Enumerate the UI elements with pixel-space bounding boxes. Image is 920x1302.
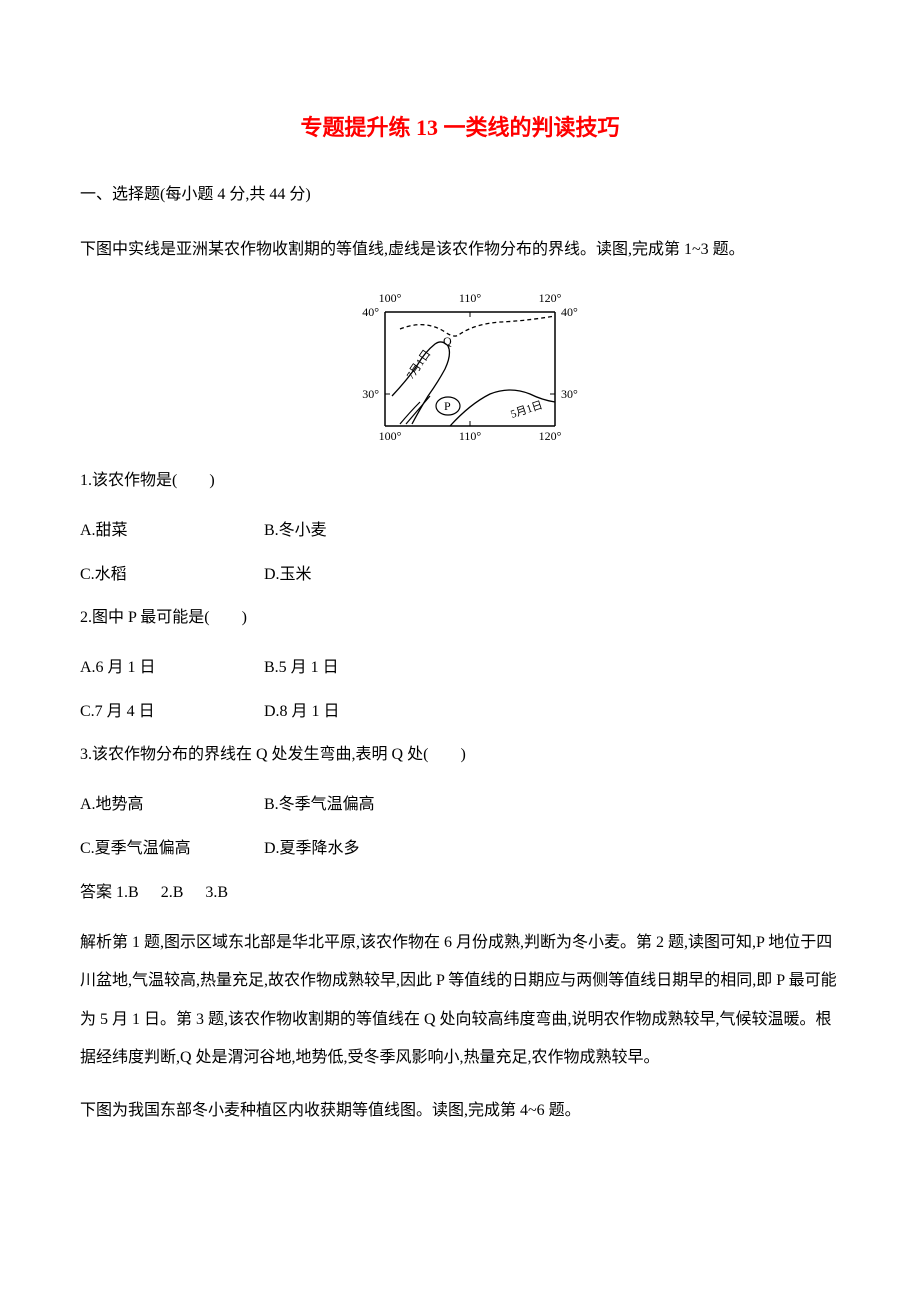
q3-opt-b: B.冬季气温偏高	[264, 790, 375, 814]
intro-paragraph-1: 下图中实线是亚洲某农作物收割期的等值线,虚线是该农作物分布的界线。读图,完成第 …	[80, 236, 840, 265]
svg-text:5月1日: 5月1日	[509, 400, 544, 422]
q3-opt-a: A.地势高	[80, 790, 260, 814]
explanation-1: 解析第 1 题,图示区域东北部是华北平原,该农作物在 6 月份成熟,判断为冬小麦…	[80, 924, 840, 1078]
svg-text:120°: 120°	[539, 429, 562, 443]
svg-text:30°: 30°	[561, 387, 578, 401]
q1-options-row2: C.水稻 D.玉米	[80, 560, 840, 584]
q1-stem: 1.该农作物是( )	[80, 467, 840, 496]
svg-text:110°: 110°	[459, 291, 482, 305]
figure-1-svg: 100°110°120°100°110°120°40°30°40°30°QP7月…	[330, 284, 590, 444]
ans-2: 2.B	[161, 884, 184, 901]
ans-3: 3.B	[205, 884, 228, 901]
svg-text:7月1日: 7月1日	[405, 348, 434, 382]
svg-text:Q: Q	[443, 334, 452, 348]
q3-stem: 3.该农作物分布的界线在 Q 处发生弯曲,表明 Q 处( )	[80, 741, 840, 770]
svg-text:100°: 100°	[379, 291, 402, 305]
q2-options-row2: C.7 月 4 日 D.8 月 1 日	[80, 697, 840, 721]
q2-options-row1: A.6 月 1 日 B.5 月 1 日	[80, 653, 840, 677]
svg-text:30°: 30°	[362, 387, 379, 401]
q2-opt-c: C.7 月 4 日	[80, 697, 260, 721]
q1-opt-a: A.甜菜	[80, 516, 260, 540]
q2-stem: 2.图中 P 最可能是( )	[80, 604, 840, 633]
intro-paragraph-2: 下图为我国东部冬小麦种植区内收获期等值线图。读图,完成第 4~6 题。	[80, 1097, 840, 1126]
section-heading: 一、选择题(每小题 4 分,共 44 分)	[80, 182, 840, 208]
svg-text:110°: 110°	[459, 429, 482, 443]
q2-opt-b: B.5 月 1 日	[264, 653, 339, 677]
q1-options-row1: A.甜菜 B.冬小麦	[80, 516, 840, 540]
title-text: 专题提升练 13 一类线的判读技巧	[300, 115, 619, 140]
q3-options-row1: A.地势高 B.冬季气温偏高	[80, 790, 840, 814]
q2-opt-a: A.6 月 1 日	[80, 653, 260, 677]
answers-1: 答案 1.B 2.B 3.B	[80, 878, 840, 902]
svg-text:120°: 120°	[539, 291, 562, 305]
q1-opt-b: B.冬小麦	[264, 516, 327, 540]
svg-text:40°: 40°	[561, 305, 578, 319]
figure-1: 100°110°120°100°110°120°40°30°40°30°QP7月…	[80, 284, 840, 449]
svg-text:P: P	[444, 399, 451, 413]
q3-opt-d: D.夏季降水多	[264, 834, 360, 858]
q1-opt-c: C.水稻	[80, 560, 260, 584]
q1-opt-d: D.玉米	[264, 560, 312, 584]
ans-1: 答案 1.B	[80, 884, 139, 901]
svg-text:100°: 100°	[379, 429, 402, 443]
q3-options-row2: C.夏季气温偏高 D.夏季降水多	[80, 834, 840, 858]
q2-opt-d: D.8 月 1 日	[264, 697, 340, 721]
q3-opt-c: C.夏季气温偏高	[80, 834, 260, 858]
page-title: 专题提升练 13 一类线的判读技巧	[80, 110, 840, 142]
svg-text:40°: 40°	[362, 305, 379, 319]
